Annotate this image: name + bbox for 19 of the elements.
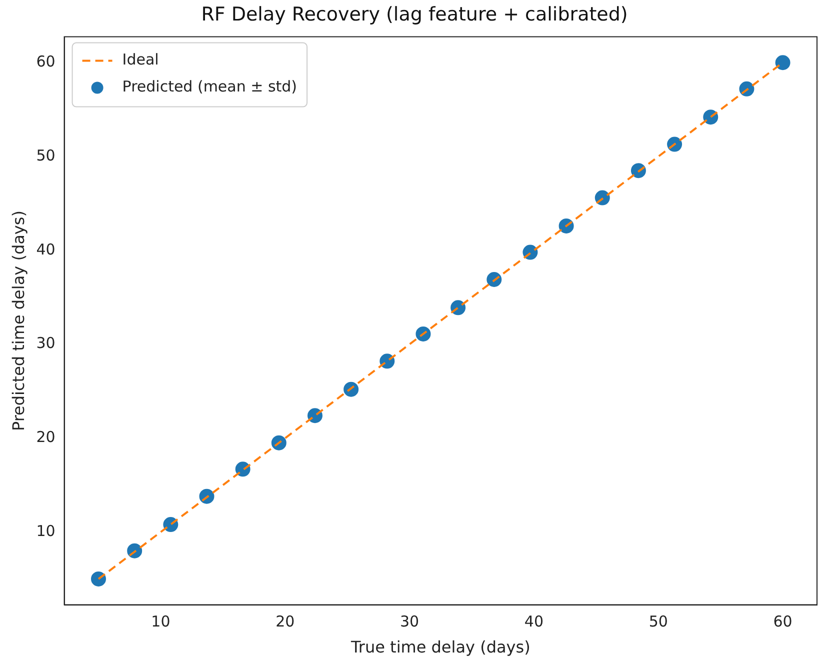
- y-axis-title: Predicted time delay (days): [8, 210, 28, 432]
- legend-label: Ideal: [122, 50, 159, 69]
- x-tick-label: 20: [276, 612, 295, 631]
- point: [91, 571, 106, 586]
- x-axis-title: True time delay (days): [350, 638, 530, 657]
- chart-title: RF Delay Recovery (lag feature + calibrated): [201, 3, 628, 26]
- y-tick-label: 50: [36, 146, 56, 164]
- y-tick-label: 10: [36, 522, 56, 540]
- x-tick-label: 10: [151, 612, 170, 631]
- y-tick-label: 60: [36, 52, 56, 71]
- x-tick-label: 40: [524, 612, 544, 631]
- x-tick-label: 60: [773, 612, 792, 631]
- legend-label: Predicted (mean ± std): [122, 78, 298, 96]
- y-tick-label: 40: [36, 240, 56, 258]
- y-tick-label: 20: [36, 428, 56, 446]
- y-tick-label: 30: [36, 334, 56, 352]
- x-tick-label: 30: [400, 612, 420, 631]
- point: [775, 55, 790, 70]
- x-tick-label: 50: [648, 612, 668, 631]
